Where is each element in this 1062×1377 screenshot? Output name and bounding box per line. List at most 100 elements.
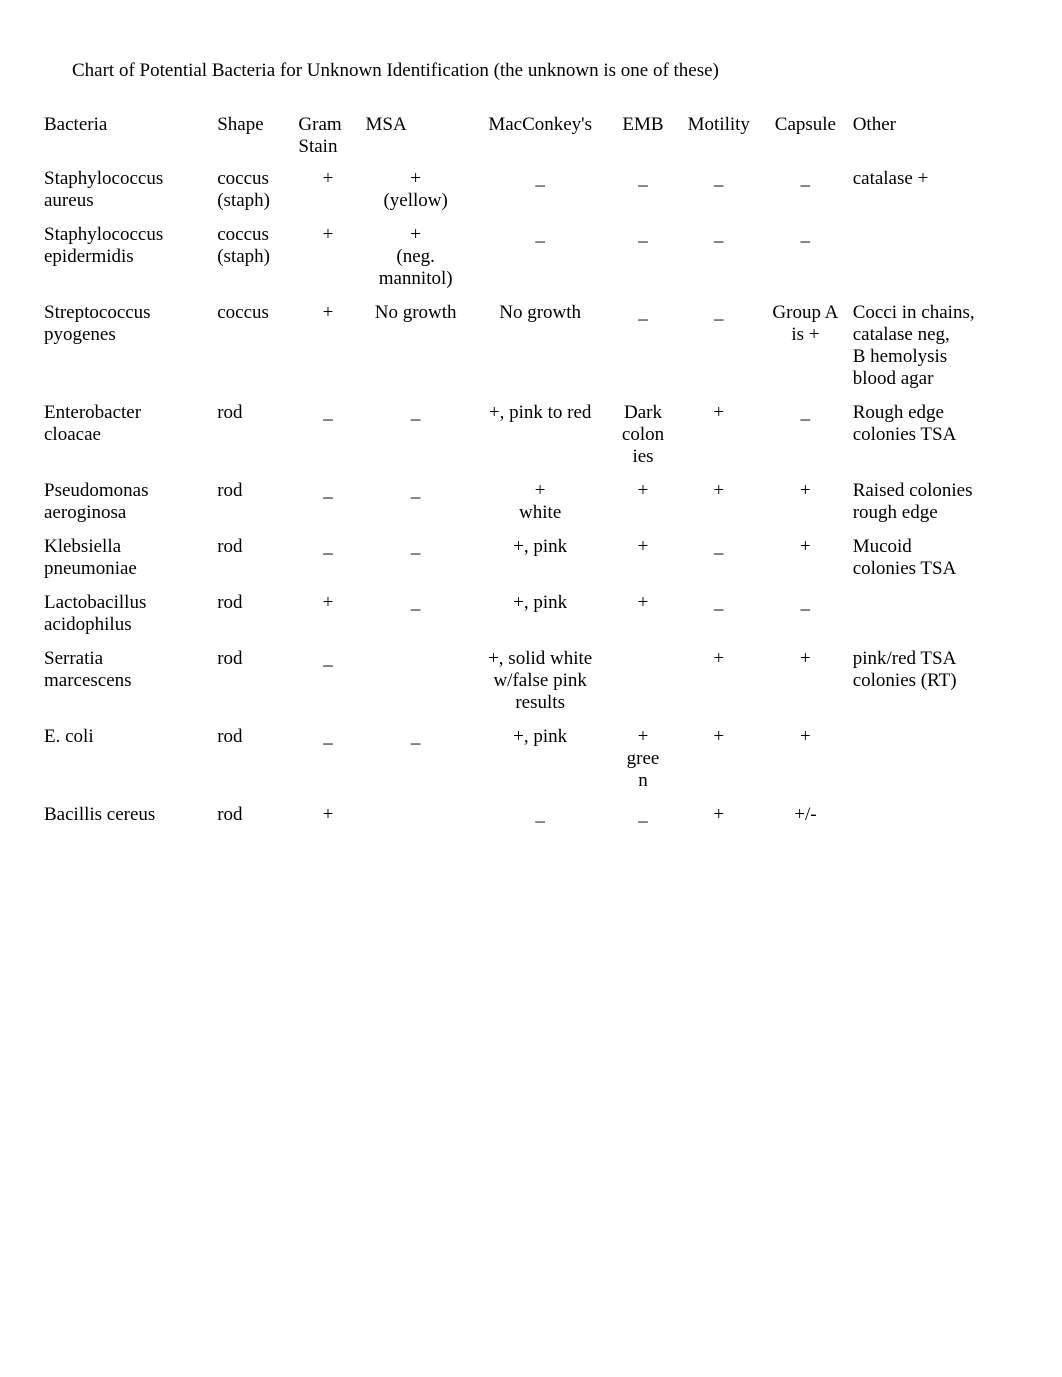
cell-gram: + [294, 296, 361, 396]
cell-emb: +green [611, 720, 676, 798]
cell-msa [362, 798, 470, 832]
cell-bacteria: Lactobacillusacidophilus [40, 586, 213, 642]
cell-motility: + [675, 720, 762, 798]
cell-other: pink/red TSAcolonies (RT) [849, 642, 1022, 720]
cell-shape: rod [213, 798, 294, 832]
cell-capsule: _ [762, 218, 849, 296]
cell-msa: _ [362, 396, 470, 474]
table-row: Bacillis cereusrod+__++/- [40, 798, 1022, 832]
header-capsule: Capsule [762, 110, 849, 162]
cell-bacteria: Bacillis cereus [40, 798, 213, 832]
cell-emb: _ [611, 162, 676, 218]
cell-shape: coccus [213, 296, 294, 396]
cell-motility: + [675, 798, 762, 832]
cell-capsule: + [762, 642, 849, 720]
cell-motility: + [675, 474, 762, 530]
table-row: Enterobactercloacaerod__+, pink to redDa… [40, 396, 1022, 474]
header-other: Other [849, 110, 1022, 162]
cell-other [849, 218, 1022, 296]
table-row: Lactobacillusacidophilusrod+_+, pink+__ [40, 586, 1022, 642]
cell-other [849, 798, 1022, 832]
cell-gram: _ [294, 396, 361, 474]
cell-mac: +, pink to red [470, 396, 611, 474]
cell-shape: coccus(staph) [213, 218, 294, 296]
cell-bacteria: Staphylococcusaureus [40, 162, 213, 218]
header-msa: MSA [362, 110, 470, 162]
header-mac: MacConkey's [470, 110, 611, 162]
cell-bacteria: Pseudomonasaeroginosa [40, 474, 213, 530]
cell-motility: + [675, 396, 762, 474]
cell-msa: _ [362, 586, 470, 642]
table-row: Staphylococcusaureuscoccus(staph)++(yell… [40, 162, 1022, 218]
cell-mac: _ [470, 798, 611, 832]
cell-mac: +, pink [470, 720, 611, 798]
cell-capsule: + [762, 530, 849, 586]
cell-emb: Darkcolonies [611, 396, 676, 474]
cell-mac: +white [470, 474, 611, 530]
cell-shape: rod [213, 474, 294, 530]
cell-emb: _ [611, 296, 676, 396]
cell-msa: _ [362, 530, 470, 586]
cell-gram: + [294, 798, 361, 832]
table-row: Streptococcuspyogenescoccus+No growthNo … [40, 296, 1022, 396]
cell-emb: + [611, 586, 676, 642]
cell-motility: _ [675, 586, 762, 642]
cell-msa: _ [362, 474, 470, 530]
cell-msa [362, 642, 470, 720]
cell-other: Cocci in chains,catalase neg,B hemolysis… [849, 296, 1022, 396]
cell-capsule: + [762, 474, 849, 530]
cell-capsule: _ [762, 396, 849, 474]
table-row: Klebsiellapneumoniaerod__+, pink+_+Mucoi… [40, 530, 1022, 586]
bacteria-table: Bacteria Shape Gram Stain MSA MacConkey'… [40, 110, 1022, 832]
cell-mac: _ [470, 218, 611, 296]
cell-mac: +, solid whitew/false pinkresults [470, 642, 611, 720]
cell-emb [611, 642, 676, 720]
header-shape: Shape [213, 110, 294, 162]
cell-shape: coccus(staph) [213, 162, 294, 218]
cell-bacteria: Streptococcuspyogenes [40, 296, 213, 396]
cell-other: Rough edgecolonies TSA [849, 396, 1022, 474]
cell-shape: rod [213, 586, 294, 642]
cell-gram: _ [294, 642, 361, 720]
header-bacteria: Bacteria [40, 110, 213, 162]
cell-gram: _ [294, 720, 361, 798]
cell-mac: +, pink [470, 530, 611, 586]
cell-shape: rod [213, 530, 294, 586]
cell-other: Raised coloniesrough edge [849, 474, 1022, 530]
cell-capsule: +/- [762, 798, 849, 832]
cell-msa: +(yellow) [362, 162, 470, 218]
cell-gram: + [294, 162, 361, 218]
cell-emb: + [611, 474, 676, 530]
table-row: Staphylococcusepidermidiscoccus(staph)++… [40, 218, 1022, 296]
header-gram: Gram Stain [294, 110, 361, 162]
cell-bacteria: E. coli [40, 720, 213, 798]
cell-other: catalase + [849, 162, 1022, 218]
cell-shape: rod [213, 720, 294, 798]
cell-msa: _ [362, 720, 470, 798]
cell-mac: No growth [470, 296, 611, 396]
header-emb: EMB [611, 110, 676, 162]
cell-shape: rod [213, 396, 294, 474]
cell-gram: + [294, 586, 361, 642]
cell-bacteria: Serratiamarcescens [40, 642, 213, 720]
cell-motility: _ [675, 530, 762, 586]
cell-msa: No growth [362, 296, 470, 396]
cell-emb: + [611, 530, 676, 586]
cell-other: Mucoidcolonies TSA [849, 530, 1022, 586]
cell-capsule: _ [762, 586, 849, 642]
cell-gram: _ [294, 474, 361, 530]
cell-other [849, 586, 1022, 642]
cell-emb: _ [611, 798, 676, 832]
header-row: Bacteria Shape Gram Stain MSA MacConkey'… [40, 110, 1022, 162]
header-motility: Motility [675, 110, 762, 162]
cell-capsule: Group Ais + [762, 296, 849, 396]
cell-motility: + [675, 642, 762, 720]
cell-capsule: + [762, 720, 849, 798]
table-row: Serratiamarcescensrod_+, solid whitew/fa… [40, 642, 1022, 720]
cell-emb: _ [611, 218, 676, 296]
cell-mac: _ [470, 162, 611, 218]
cell-bacteria: Enterobactercloacae [40, 396, 213, 474]
chart-title: Chart of Potential Bacteria for Unknown … [72, 60, 1022, 82]
cell-motility: _ [675, 218, 762, 296]
cell-motility: _ [675, 162, 762, 218]
